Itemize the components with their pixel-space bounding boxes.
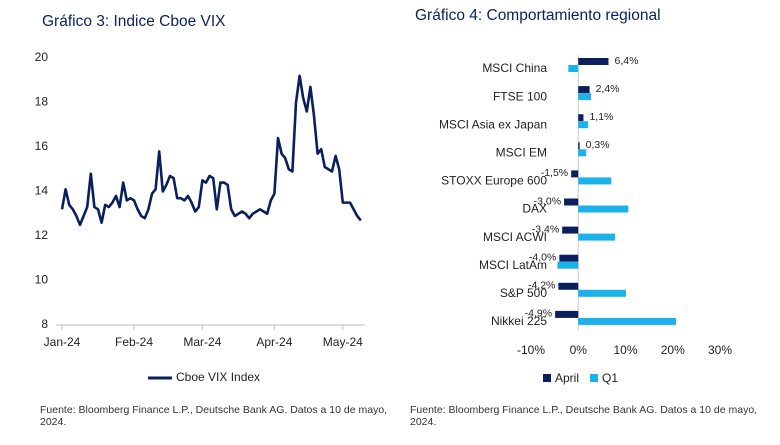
- y-tick-label: 18: [35, 95, 49, 109]
- y-tick-label: 16: [35, 139, 49, 153]
- bar: [555, 310, 579, 318]
- value-label: -3,0%: [534, 195, 561, 207]
- bar: [578, 177, 612, 185]
- category-label: STOXX Europe 600: [441, 174, 547, 188]
- y-tick-label: 20: [35, 50, 49, 64]
- value-label: 6,4%: [614, 55, 638, 67]
- bar: [578, 86, 590, 94]
- value-label: -4,9%: [525, 308, 552, 320]
- y-tick-label: 12: [35, 228, 49, 242]
- y-tick-label: 10: [35, 273, 49, 287]
- x-tick-label: 10%: [613, 343, 637, 357]
- bar: [578, 58, 609, 65]
- category-label: MSCI ACWI: [483, 230, 547, 244]
- bar: [578, 289, 626, 297]
- value-label: 1,1%: [589, 111, 613, 123]
- category-label: FTSE 100: [493, 89, 547, 103]
- bar: [578, 114, 584, 122]
- source-note: Fuente: Bloomberg Finance L.P., Deutsche…: [410, 404, 758, 428]
- category-label: DAX: [522, 202, 547, 216]
- category-label: MSCI LatAm: [479, 258, 547, 272]
- category-label: Nikkei 225: [491, 314, 547, 328]
- x-tick-label: May-24: [323, 335, 363, 349]
- legend-label: April: [555, 371, 579, 385]
- bar: [578, 149, 587, 157]
- legend-label: Q1: [602, 371, 618, 385]
- bar: [562, 226, 579, 234]
- bar: [568, 65, 579, 72]
- bar: [578, 121, 589, 129]
- bar: [578, 205, 629, 213]
- x-tick-label: Apr-24: [256, 335, 292, 349]
- value-label: 0,3%: [586, 139, 610, 151]
- category-label: MSCI Asia ex Japan: [439, 117, 547, 131]
- value-label: -4,2%: [528, 280, 555, 292]
- category-label: MSCI China: [482, 61, 547, 75]
- bar: [578, 93, 592, 101]
- x-tick-label: Jan-24: [44, 335, 81, 349]
- bar: [557, 261, 579, 269]
- bar: [571, 170, 579, 178]
- x-tick-label: -10%: [517, 343, 545, 357]
- bar: [578, 317, 677, 325]
- source-note: Fuente: Bloomberg Finance L.P., Deutsche…: [40, 404, 388, 428]
- x-tick-label: Mar-24: [183, 335, 221, 349]
- bar: [558, 282, 579, 290]
- bar: [564, 198, 579, 206]
- bar: [578, 233, 616, 241]
- value-label: -3,4%: [532, 223, 559, 235]
- value-label: -4,0%: [529, 251, 556, 263]
- line: [60, 74, 362, 227]
- x-tick-label: Feb-24: [115, 335, 153, 349]
- chart-title: Gráfico 3: Indice Cboe VIX: [42, 13, 226, 30]
- chart-title: Gráfico 4: Comportamiento regional: [415, 7, 661, 24]
- legend-swatch: [543, 374, 551, 382]
- category-label: MSCI EM: [496, 145, 547, 159]
- x-tick-label: 0%: [570, 343, 588, 357]
- category-label: S&P 500: [500, 286, 547, 300]
- x-tick-label: 20%: [661, 343, 685, 357]
- value-label: -1,5%: [541, 167, 568, 179]
- y-tick-label: 8: [41, 317, 48, 331]
- value-label: 2,4%: [596, 83, 620, 95]
- legend-label: Cboe VIX Index: [176, 370, 260, 384]
- bar: [559, 254, 579, 262]
- bar: [578, 142, 580, 150]
- legend-swatch: [590, 374, 598, 382]
- y-tick-label: 14: [35, 184, 49, 198]
- x-tick-label: 30%: [708, 343, 732, 357]
